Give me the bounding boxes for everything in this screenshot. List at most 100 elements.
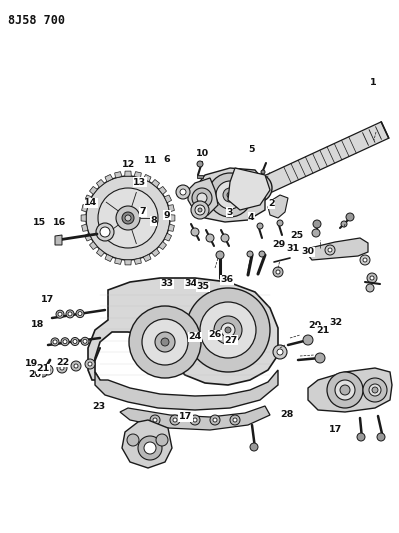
Polygon shape	[81, 215, 86, 221]
Polygon shape	[115, 172, 122, 178]
Polygon shape	[168, 205, 174, 212]
Circle shape	[85, 359, 95, 369]
Circle shape	[116, 206, 140, 230]
Text: 34: 34	[184, 279, 197, 288]
Circle shape	[216, 251, 224, 259]
Circle shape	[254, 184, 262, 192]
Circle shape	[191, 201, 209, 219]
Polygon shape	[188, 178, 218, 215]
Polygon shape	[195, 168, 265, 222]
Text: 17: 17	[328, 425, 342, 433]
Text: 16: 16	[52, 218, 66, 227]
Text: 19: 19	[25, 359, 39, 368]
Circle shape	[191, 228, 199, 236]
Circle shape	[53, 340, 57, 344]
Circle shape	[173, 418, 177, 422]
Polygon shape	[152, 249, 160, 256]
Polygon shape	[152, 180, 160, 187]
Circle shape	[225, 327, 231, 333]
Polygon shape	[164, 195, 172, 203]
Circle shape	[71, 361, 81, 371]
Circle shape	[276, 270, 280, 274]
Text: 36: 36	[220, 276, 233, 284]
Circle shape	[88, 362, 92, 366]
Circle shape	[193, 418, 197, 422]
Circle shape	[328, 248, 332, 252]
Circle shape	[96, 223, 114, 241]
Text: 20: 20	[29, 370, 41, 378]
Circle shape	[144, 442, 156, 454]
Polygon shape	[122, 420, 172, 468]
Circle shape	[259, 251, 265, 257]
Circle shape	[221, 234, 229, 242]
Circle shape	[74, 364, 78, 368]
Polygon shape	[251, 122, 389, 198]
Circle shape	[186, 288, 270, 372]
Circle shape	[216, 181, 244, 209]
Circle shape	[335, 380, 355, 400]
Circle shape	[370, 276, 374, 280]
Text: 17: 17	[40, 295, 54, 304]
Circle shape	[277, 349, 283, 355]
Polygon shape	[125, 171, 131, 176]
Circle shape	[81, 337, 89, 345]
Circle shape	[315, 353, 325, 363]
Polygon shape	[105, 254, 113, 262]
Circle shape	[57, 363, 67, 373]
Text: 3: 3	[226, 208, 233, 216]
Polygon shape	[125, 260, 131, 265]
Circle shape	[227, 192, 233, 198]
Circle shape	[86, 176, 170, 260]
Polygon shape	[82, 205, 88, 212]
Circle shape	[122, 212, 134, 224]
Circle shape	[273, 345, 287, 359]
Text: 4: 4	[248, 213, 255, 222]
Circle shape	[100, 227, 110, 237]
Circle shape	[66, 310, 74, 318]
Circle shape	[73, 340, 77, 343]
Polygon shape	[197, 175, 203, 178]
Polygon shape	[95, 370, 278, 410]
Text: 15: 15	[33, 219, 45, 227]
Polygon shape	[105, 174, 113, 182]
Circle shape	[363, 258, 367, 262]
Text: 28: 28	[280, 410, 293, 419]
Circle shape	[161, 338, 169, 346]
Circle shape	[190, 415, 200, 425]
Polygon shape	[159, 187, 166, 195]
Circle shape	[366, 284, 374, 292]
Circle shape	[357, 433, 365, 441]
Circle shape	[138, 436, 162, 460]
Circle shape	[125, 215, 131, 221]
Circle shape	[327, 372, 363, 408]
Text: 8: 8	[150, 216, 157, 225]
Circle shape	[46, 368, 50, 372]
Text: 29: 29	[272, 240, 285, 248]
Text: 14: 14	[84, 198, 98, 207]
Circle shape	[210, 415, 220, 425]
Circle shape	[176, 185, 190, 199]
Circle shape	[197, 193, 207, 203]
Text: 30: 30	[302, 247, 314, 256]
Circle shape	[43, 365, 53, 375]
Circle shape	[51, 338, 59, 346]
Circle shape	[98, 188, 158, 248]
Text: 21: 21	[316, 326, 329, 335]
Circle shape	[341, 221, 347, 227]
Polygon shape	[159, 241, 166, 249]
Text: 17: 17	[179, 413, 192, 421]
Circle shape	[76, 310, 84, 318]
Circle shape	[372, 387, 378, 393]
Circle shape	[244, 174, 272, 202]
Circle shape	[56, 310, 64, 318]
Polygon shape	[85, 233, 92, 241]
Circle shape	[170, 415, 180, 425]
Circle shape	[39, 369, 47, 377]
Circle shape	[367, 273, 377, 283]
Polygon shape	[88, 278, 278, 385]
Polygon shape	[82, 224, 88, 231]
Text: 13: 13	[133, 178, 146, 187]
Text: 23: 23	[93, 402, 105, 410]
Circle shape	[180, 189, 186, 195]
Circle shape	[346, 213, 354, 221]
